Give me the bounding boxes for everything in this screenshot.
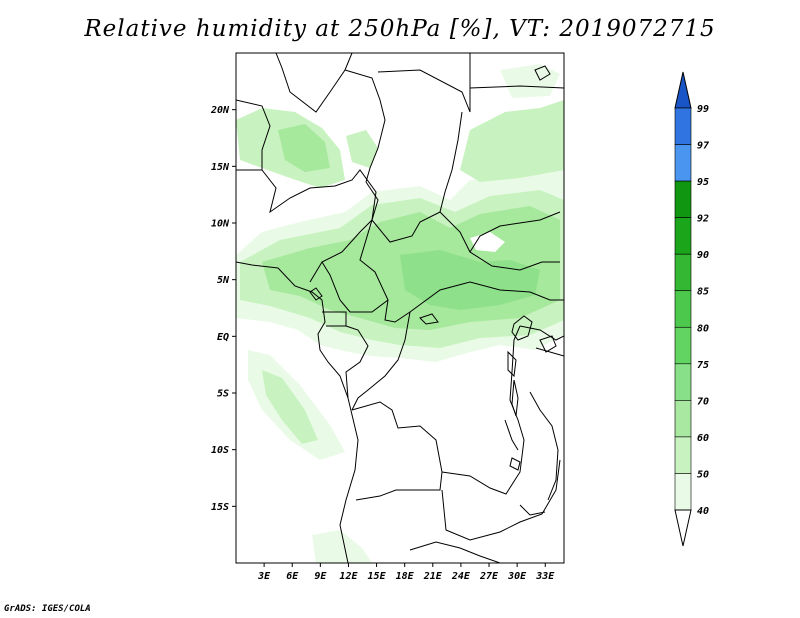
legend-bottom-arrow: [674, 509, 692, 547]
border-line: [439, 111, 463, 213]
humidity-region-band: [346, 130, 378, 168]
lake-outline: [507, 350, 517, 378]
legend-label: 70: [697, 396, 709, 407]
lat-tick-label: 15S: [211, 502, 229, 513]
legend-swatch: [674, 290, 692, 328]
lat-tick-label: 10S: [211, 445, 229, 456]
lat-tick-label: 20N: [210, 105, 230, 116]
lon-tick-label: 21E: [423, 571, 443, 582]
lake-outline: [511, 379, 519, 417]
lon-tick-label: 27E: [479, 571, 499, 582]
border-line: [504, 419, 519, 451]
legend-label: 97: [697, 141, 709, 152]
border-line: [441, 459, 561, 541]
lake-outline: [309, 287, 323, 301]
border-line: [441, 325, 525, 495]
legend-label: 95: [697, 177, 709, 188]
lon-tick-label: 6E: [286, 571, 299, 582]
map-title: Relative humidity at 250hPa [%], VT: 201…: [84, 16, 716, 42]
humidity-region-band: [400, 250, 540, 310]
border-line: [261, 169, 377, 283]
map-frame: [235, 52, 565, 564]
border-line: [351, 311, 411, 411]
legend-label: 75: [697, 360, 709, 371]
legend-swatch: [674, 144, 692, 182]
legend-swatch: [674, 253, 692, 292]
latitude-axis: 20N 15N 10N 5N EQ 5S 10S 15S: [210, 105, 236, 513]
country-borders: [236, 53, 564, 563]
lon-tick-label: 24E: [451, 571, 471, 582]
longitude-axis: 3E 6E 9E 12E 15E 18E 21E 24E 27E 30E 33E: [257, 563, 555, 582]
lon-tick-label: 3E: [257, 571, 271, 582]
lon-tick-label: 15E: [368, 571, 387, 582]
lat-tick-label: 5N: [217, 275, 230, 286]
humidity-region-band: [278, 124, 330, 172]
border-line: [322, 311, 347, 327]
humidity-region-band: [460, 100, 564, 182]
lake-outline: [509, 457, 521, 471]
legend-label: 80: [697, 323, 709, 334]
legend-label: 85: [697, 287, 709, 298]
lon-tick-label: 12E: [339, 571, 358, 582]
border-line: [535, 347, 564, 357]
humidity-region-band: [500, 64, 560, 98]
legend-label: 99: [697, 104, 709, 115]
border-line: [321, 261, 389, 313]
lat-tick-label: 10N: [211, 219, 230, 230]
lake-outline: [511, 315, 533, 341]
lat-tick-label: 15N: [211, 162, 230, 173]
border-line: [469, 211, 561, 253]
legend-swatch: [674, 363, 692, 401]
lon-tick-label: 30E: [507, 571, 527, 582]
border-line: [409, 541, 501, 563]
border-line: [529, 391, 559, 501]
legend-swatch: [674, 180, 692, 218]
lon-tick-label: 18E: [396, 571, 415, 582]
border-line: [236, 261, 359, 563]
legend-swatch: [674, 107, 692, 145]
lake-outline: [539, 335, 557, 353]
legend-label: 40: [697, 506, 709, 517]
border-line: [351, 401, 443, 501]
grads-credit: GrADS: IGES/COLA: [4, 604, 91, 614]
legend-swatch: [674, 217, 692, 255]
border-line: [344, 69, 386, 183]
legend-label: 90: [697, 250, 709, 261]
legend-swatch: [674, 400, 692, 438]
humidity-region-band: [312, 530, 372, 563]
legend-label: 50: [697, 469, 709, 480]
border-line: [377, 53, 471, 113]
lake-outline: [534, 65, 551, 81]
lon-tick-label: 9E: [314, 571, 327, 582]
legend-label: 92: [697, 214, 709, 225]
humidity-shading: [236, 53, 564, 563]
humidity-region-band: [262, 370, 318, 444]
lat-tick-label: EQ: [217, 332, 229, 343]
legend-swatch: [674, 473, 692, 511]
border-line: [519, 504, 546, 516]
lake-outline: [419, 313, 439, 325]
color-legend: 99 97 95 92 90 85 80 75 70 60 50 40: [674, 71, 709, 547]
legend-swatch: [674, 326, 692, 365]
legend-label: 60: [697, 433, 709, 444]
legend-top-arrow: [674, 71, 692, 109]
lon-tick-label: 33E: [535, 571, 555, 582]
border-line: [236, 99, 271, 171]
lat-tick-label: 5S: [217, 389, 229, 400]
humidity-region-band: [470, 232, 505, 252]
border-line: [345, 325, 369, 399]
legend-swatch: [674, 436, 692, 474]
border-line: [469, 85, 564, 89]
